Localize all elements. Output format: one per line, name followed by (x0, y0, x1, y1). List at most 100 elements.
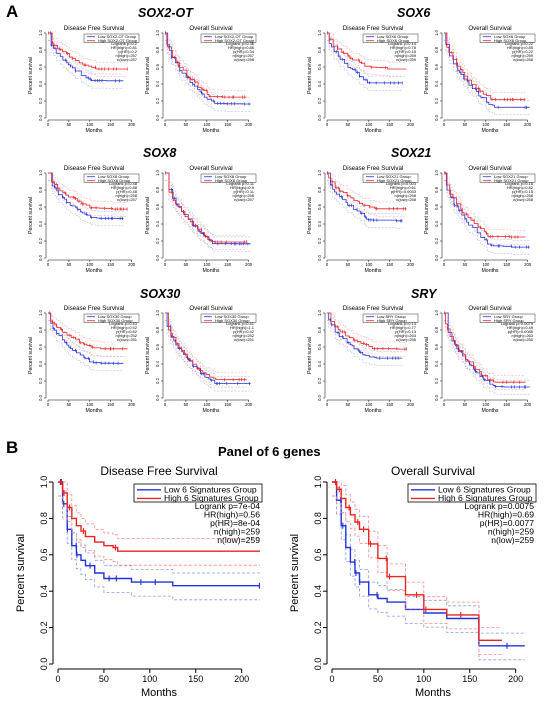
high-ci-lower (48, 320, 128, 357)
y-tick-label: 0.0 (155, 114, 160, 120)
y-tick-label: 0.0 (317, 254, 322, 260)
low-curve (444, 312, 530, 388)
legend-entry: Low SOX21 Group (377, 174, 411, 179)
y-tick-label: 0.0 (317, 114, 322, 120)
low-ci-lower (48, 180, 124, 226)
legend-entry: Low SOX8 Group (98, 174, 130, 179)
high-ci-upper (332, 481, 502, 628)
y-tick-label: 0.6 (155, 63, 160, 69)
high-ci-upper (327, 32, 407, 63)
x-tick-label: 100 (86, 122, 94, 127)
stat-text: p(HR)=0.34 (233, 49, 255, 54)
low-ci-upper (48, 32, 124, 75)
high-curve (327, 32, 407, 70)
x-axis-label: Months (202, 128, 219, 134)
x-tick-label: 0 (164, 402, 167, 407)
legend-box (83, 173, 140, 183)
y-axis-label: Percent survival (307, 337, 313, 374)
y-tick-label: 0.2 (38, 237, 43, 243)
high-ci-upper (327, 172, 407, 203)
stat-text: HR(high)=0.81 (111, 45, 138, 50)
y-axis-label: Percent survival (289, 534, 301, 612)
stat-text: n(low)=259 (396, 57, 417, 62)
y-axis-label: Percent survival (28, 57, 34, 94)
gene-title-sox2-ot: SOX2-OT (138, 6, 193, 20)
x-tick-label: 200 (245, 122, 253, 127)
legend-entry: Low SOX2-OT Group (215, 34, 254, 39)
x-tick-label: 150 (462, 674, 477, 684)
y-tick-label: 0.6 (38, 63, 43, 69)
legend-box (200, 313, 257, 323)
gene-title-sox21: SOX21 (391, 146, 432, 160)
y-tick-label: 0.6 (317, 203, 322, 209)
x-tick-label: 150 (107, 402, 115, 407)
legend-entry: High SOX30 Group (215, 318, 250, 323)
low-ci-lower (48, 320, 124, 371)
plot-title: Disease Free Survival (343, 25, 404, 32)
stat-text: HR(high)=0.56 (204, 509, 260, 519)
low-ci-lower (327, 40, 403, 91)
km-plot-svg: Disease Free Survival 0 50 100 150 200 0.0 0.2 0… (307, 25, 419, 134)
x-axis-label: Months (415, 687, 452, 698)
y-tick-label: 0.0 (155, 254, 160, 260)
stat-text: p(HR)=0.2 (118, 49, 137, 54)
stat-text: Logrank p=0.0079 (501, 321, 534, 326)
plot-title: Overall Survival (189, 165, 232, 172)
plot-title: Overall Survival (189, 305, 232, 312)
low-ci-upper (327, 172, 403, 215)
x-axis-label: Months (364, 128, 381, 134)
y-tick-label: 0.2 (155, 237, 160, 243)
y-tick-label: 0.4 (39, 585, 49, 598)
stat-text: HR(high)=0.9 (230, 185, 255, 190)
y-tick-label: 0.8 (155, 46, 160, 52)
low-ci-lower (48, 40, 124, 89)
y-tick-label: 0.6 (434, 203, 439, 209)
legend-box (133, 483, 263, 503)
low-ci-lower (444, 320, 530, 395)
y-tick-label: 0.2 (317, 237, 322, 243)
y-tick-label: 1.0 (155, 169, 160, 175)
stat-text: HR(high)=0.82 (507, 185, 534, 190)
legend-entry: High 6 Signatures Group (164, 493, 259, 503)
legend-entry: High SOX21 Group (377, 178, 412, 183)
low-ci-upper (444, 32, 530, 101)
y-tick-label: 0.8 (317, 326, 322, 332)
x-tick-label: 0 (47, 262, 50, 267)
x-tick-label: 100 (365, 262, 373, 267)
low-ci-lower (165, 40, 251, 112)
stat-text: n(high)=259 (395, 53, 417, 58)
y-axis-label: Percent survival (15, 534, 27, 612)
legend-box (362, 33, 419, 43)
x-tick-label: 50 (99, 674, 109, 684)
km-plot-svg: Disease Free Survival 0 50 100 150 200 0.0 0.2 0… (28, 165, 140, 274)
y-tick-label: 0.2 (313, 621, 323, 634)
stat-text: p(HR)=0.0033 (391, 189, 417, 194)
x-tick-label: 0 (164, 122, 167, 127)
y-tick-label: 0.2 (155, 377, 160, 383)
high-ci-upper (444, 32, 526, 94)
y-tick-label: 0.0 (317, 394, 322, 400)
legend-entry: Low SOX6 Group (494, 34, 526, 39)
y-tick-label: 1.0 (434, 169, 439, 175)
stat-text: n(low)=258 (396, 197, 417, 202)
stat-text: n(low)=257 (117, 57, 138, 62)
legend-box (362, 173, 419, 183)
y-tick-label: 0.4 (155, 220, 160, 226)
y-tick-label: 1.0 (38, 29, 43, 35)
panel-b-heading: Panel of 6 genes (218, 444, 321, 459)
stat-text: n(low)=255 (513, 337, 534, 342)
x-tick-label: 200 (524, 122, 532, 127)
y-axis-label: Percent survival (307, 197, 313, 234)
y-tick-label: 0.0 (38, 114, 43, 120)
plot-title: Disease Free Survival (100, 464, 217, 478)
km-plot-svg: Overall Survival 0 50 100 150 200 0.0 0.2 0.4 0.6… (289, 464, 537, 698)
high-ci-lower (165, 320, 247, 388)
km-plot-svg: Overall Survival 0 50 100 150 200 0.0 0.2 0.4 0.6… (145, 25, 257, 134)
x-tick-label: 50 (373, 674, 383, 684)
y-tick-label: 0.8 (434, 46, 439, 52)
x-tick-label: 0 (164, 262, 167, 267)
low-ci-lower (444, 180, 530, 255)
